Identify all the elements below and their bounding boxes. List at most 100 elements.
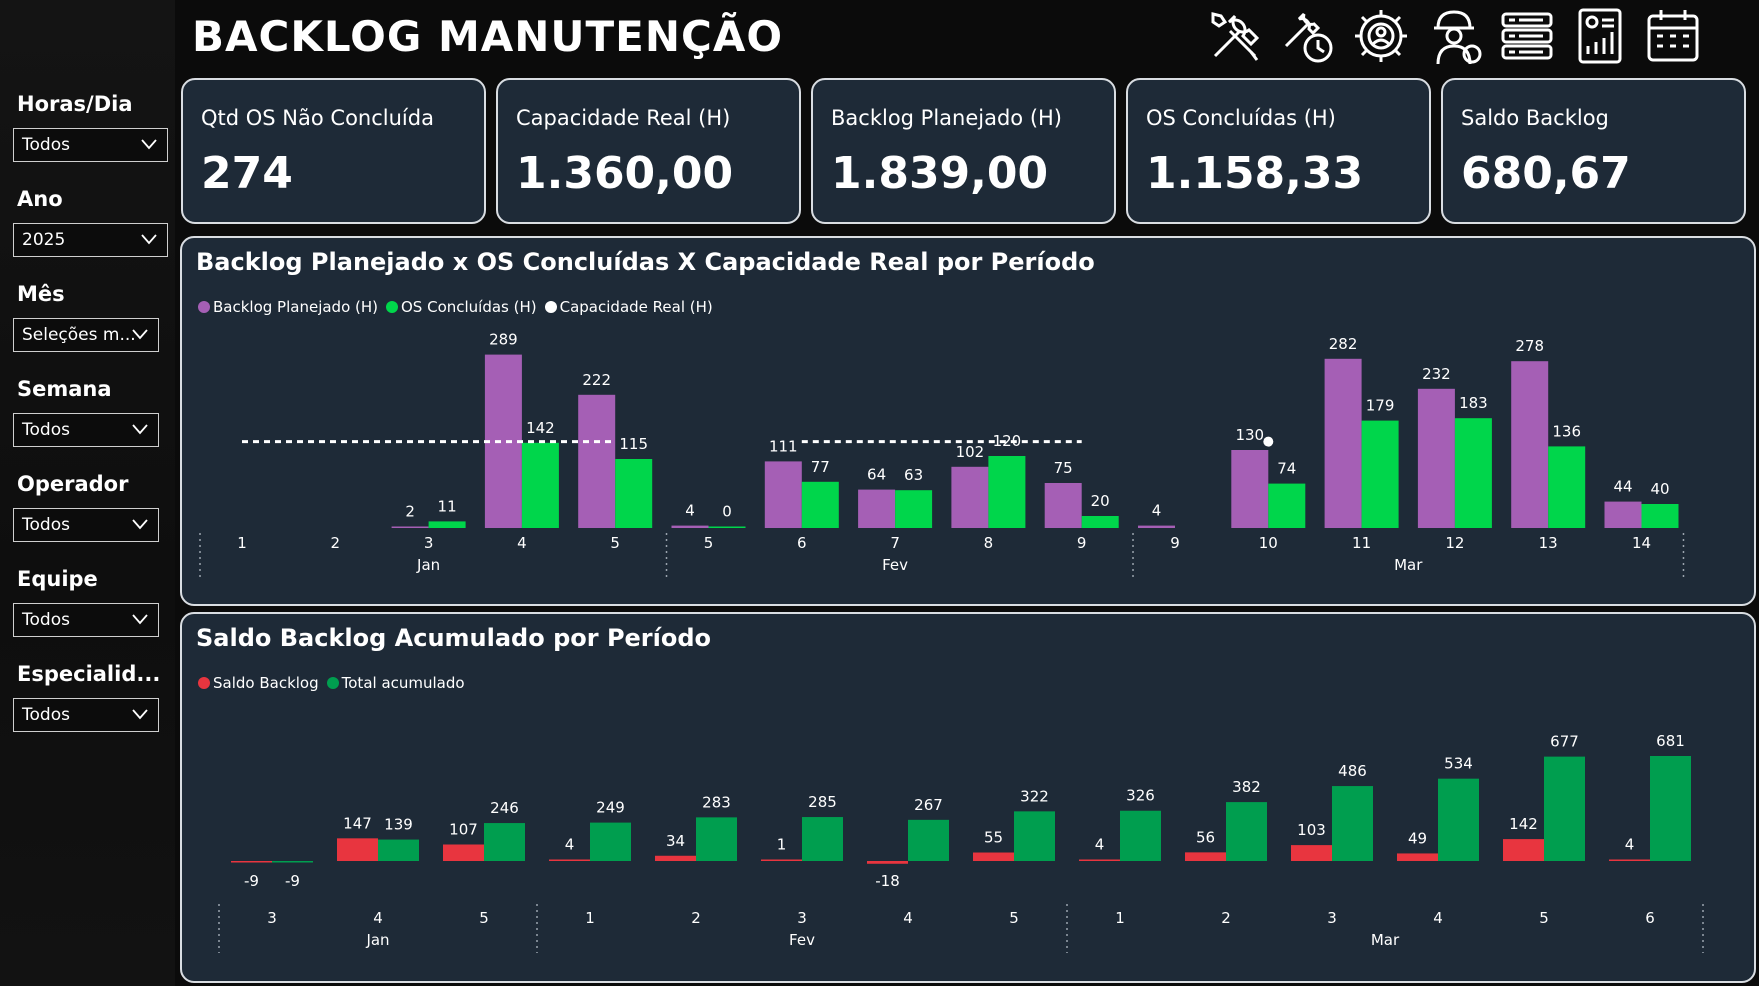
bar-os-concluidas <box>1081 516 1119 528</box>
kpi-label: Backlog Planejado (H) <box>831 106 1062 130</box>
bar-saldo-backlog <box>337 838 378 861</box>
data-label: 534 <box>1444 755 1473 773</box>
x-tick-label: 13 <box>1539 534 1558 552</box>
filter-value: 2025 <box>22 230 66 250</box>
data-label: 120 <box>993 432 1022 450</box>
bar-total-acumulado <box>1014 811 1055 861</box>
bar-os-concluidas <box>1361 420 1399 528</box>
capacidade-real-point <box>1263 436 1274 447</box>
x-tick-label: 3 <box>1327 909 1337 927</box>
x-tick-label: 1 <box>1115 909 1125 927</box>
filter-value: Todos <box>22 135 70 155</box>
x-tick-label: 1 <box>585 909 595 927</box>
x-tick-label: 2 <box>691 909 701 927</box>
legend-dot-white <box>544 301 557 313</box>
bar-saldo-backlog <box>973 852 1014 861</box>
chart-panel-saldo: Saldo Backlog Acumulado por Período Sald… <box>180 612 1756 983</box>
data-label: 49 <box>1408 829 1427 847</box>
filter-label: Equipe <box>17 567 98 591</box>
data-label: 282 <box>1329 335 1358 353</box>
bar-total-acumulado <box>484 823 525 861</box>
data-label: 130 <box>1235 426 1264 444</box>
bar-total-acumulado <box>590 822 631 861</box>
filter-label: Horas/Dia <box>17 92 133 116</box>
bar-saldo-backlog <box>1291 845 1332 861</box>
bar-os-concluidas <box>801 481 839 528</box>
bar-backlog-planejado <box>1138 525 1175 528</box>
x-tick-label: 6 <box>1645 909 1655 927</box>
filter-dropdown[interactable]: Todos <box>13 128 168 162</box>
filter-value: Todos <box>22 420 70 440</box>
bar-backlog-planejado <box>1324 358 1362 528</box>
bar-total-acumulado <box>696 817 737 861</box>
bar-backlog-planejado <box>484 354 522 528</box>
bar-backlog-planejado <box>1604 501 1642 528</box>
filter-dropdown[interactable]: 2025 <box>13 223 168 257</box>
data-label: 44 <box>1613 478 1632 496</box>
legend-label: Total acumulado <box>341 674 465 692</box>
legend-item-concluidas[interactable]: OS Concluídas (H) <box>386 298 537 316</box>
legend-item-acumulado[interactable]: Total acumulado <box>326 674 465 692</box>
bar-saldo-backlog <box>867 861 908 864</box>
x-tick-label: 3 <box>797 909 807 927</box>
bar-saldo-backlog <box>549 859 590 861</box>
x-tick-label: 4 <box>903 909 913 927</box>
x-tick-label: 9 <box>1170 534 1180 552</box>
data-label: 267 <box>914 796 943 814</box>
chevron-down-icon <box>141 139 157 150</box>
data-label: 677 <box>1550 733 1579 751</box>
data-label: 11 <box>438 497 457 515</box>
calendar-icon <box>1647 10 1699 62</box>
data-label: 56 <box>1196 828 1215 846</box>
chevron-down-icon <box>132 519 148 530</box>
x-tick-label: 4 <box>517 534 527 552</box>
filter-dropdown[interactable]: Todos <box>13 698 159 732</box>
data-label: 232 <box>1422 365 1451 383</box>
filter-dropdown[interactable]: Todos <box>13 603 159 637</box>
data-label: 4 <box>1625 836 1635 854</box>
x-tick-label: 5 <box>704 534 714 552</box>
data-label: 102 <box>956 443 985 461</box>
data-label: 382 <box>1232 778 1261 796</box>
kpi-value: 1.839,00 <box>831 148 1049 199</box>
filter-dropdown[interactable]: Todos <box>13 413 159 447</box>
bar-saldo-backlog <box>443 844 484 861</box>
x-tick-label: 12 <box>1445 534 1464 552</box>
bar-saldo-backlog <box>1609 859 1650 861</box>
bar-backlog-planejado <box>1511 361 1549 528</box>
legend-item-backlog[interactable]: Backlog Planejado (H) <box>198 298 378 316</box>
legend-item-capacidade[interactable]: Capacidade Real (H) <box>544 298 713 316</box>
data-label: 222 <box>582 371 611 389</box>
data-label: 103 <box>1297 821 1326 839</box>
filter-dropdown[interactable]: Seleções m... <box>13 318 159 352</box>
bar-saldo-backlog <box>1503 839 1544 861</box>
filter-label: Operador <box>17 472 129 496</box>
x-group-label: Jan <box>365 931 389 949</box>
legend-dot-darkgreen <box>326 677 339 689</box>
bar-os-concluidas <box>708 526 746 528</box>
data-label: 20 <box>1091 492 1110 510</box>
bar-os-concluidas <box>1548 446 1586 528</box>
bar-saldo-backlog <box>761 859 802 861</box>
data-label: 139 <box>384 816 413 834</box>
kpi-card: OS Concluídas (H) 1.158,33 <box>1126 78 1431 224</box>
kpi-value: 680,67 <box>1461 148 1631 199</box>
bar-os-concluidas <box>1454 418 1492 528</box>
filter-dropdown[interactable]: Todos <box>13 508 159 542</box>
bar-backlog-planejado <box>391 526 429 528</box>
x-tick-label: 5 <box>610 534 620 552</box>
kpi-card: Backlog Planejado (H) 1.839,00 <box>811 78 1116 224</box>
kpi-card: Qtd OS Não Concluída 274 <box>181 78 486 224</box>
x-tick-label: 4 <box>373 909 383 927</box>
legend-item-saldo[interactable]: Saldo Backlog <box>198 674 319 692</box>
x-tick-label: 11 <box>1352 534 1371 552</box>
data-label: 278 <box>1515 337 1544 355</box>
x-tick-label: 4 <box>1433 909 1443 927</box>
data-label: 289 <box>489 331 518 349</box>
data-label: 2 <box>405 503 415 521</box>
x-tick-label: 3 <box>267 909 277 927</box>
chart2-title: Saldo Backlog Acumulado por Período <box>196 624 712 652</box>
x-group-label: Fev <box>882 556 908 574</box>
data-label: 147 <box>343 814 372 832</box>
